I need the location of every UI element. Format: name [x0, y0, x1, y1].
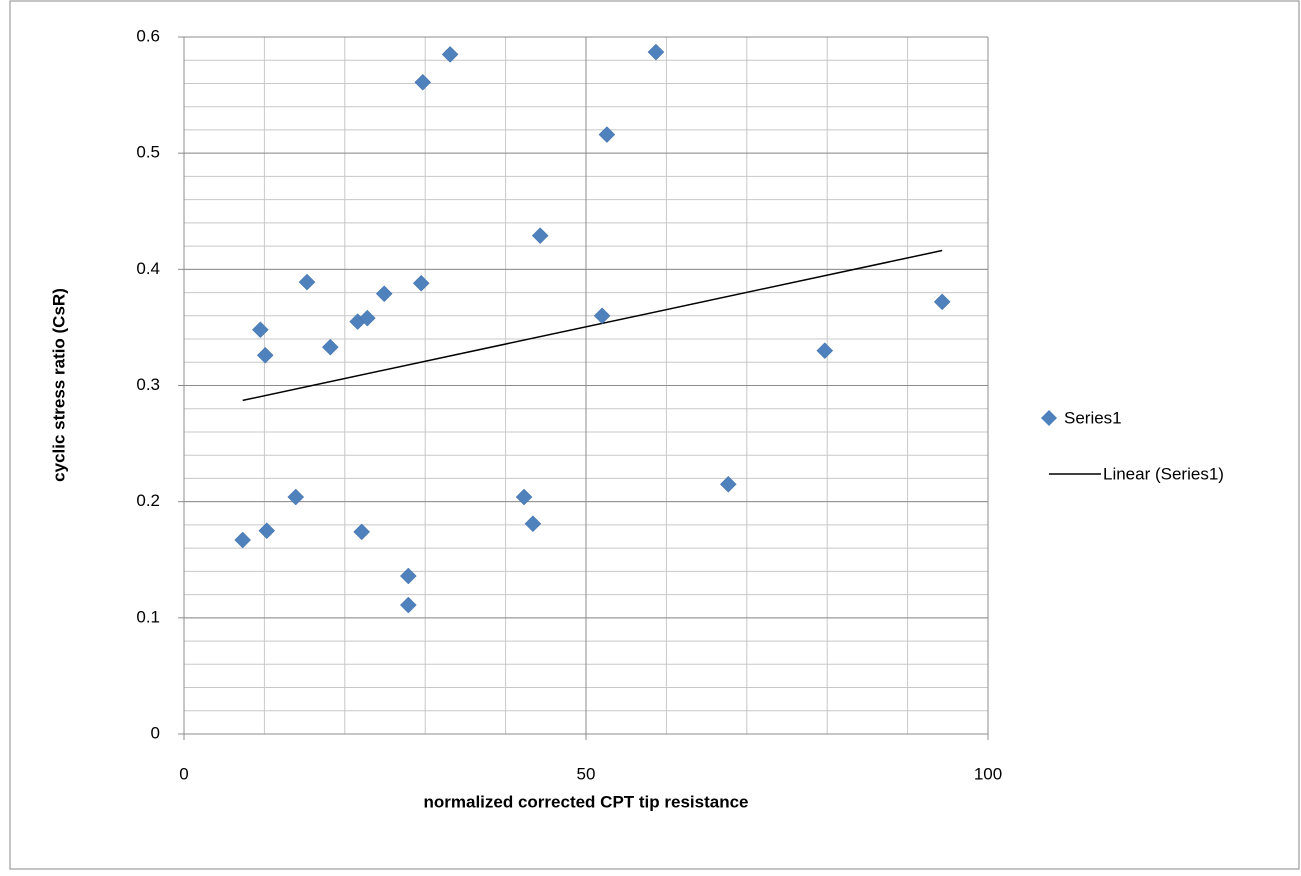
y-tick-label: 0.4 [136, 259, 160, 278]
point [441, 46, 459, 63]
point [258, 522, 276, 540]
legend-label: Linear (Series1) [1103, 464, 1224, 483]
y-tick-label: 0.1 [136, 607, 160, 626]
point [321, 338, 339, 356]
x-tick-label: 0 [179, 764, 188, 783]
point [256, 346, 274, 364]
point [524, 515, 542, 533]
legend-symbol [1041, 410, 1057, 426]
y-tick-label: 0.5 [136, 143, 160, 162]
point [414, 73, 432, 91]
y-tick-label: 0.2 [136, 491, 160, 510]
y-tick-label: 0.6 [136, 26, 160, 45]
point [816, 342, 834, 360]
grid [178, 36, 989, 740]
point [375, 285, 393, 303]
point [598, 126, 616, 143]
chart-border [9, 0, 1300, 870]
x-axis-title: normalized corrected CPT tip resistance [424, 792, 749, 811]
point [719, 475, 737, 493]
point [593, 307, 611, 325]
point [399, 596, 417, 614]
point [531, 227, 549, 244]
point [252, 321, 269, 339]
point [399, 567, 417, 585]
x-tick-label: 50 [577, 764, 596, 783]
y-tick-label: 0.3 [136, 375, 160, 394]
point [515, 488, 533, 506]
y-axis-title: cyclic stress ratio (CsR) [49, 288, 68, 482]
point [353, 523, 371, 541]
point [298, 273, 316, 291]
point [358, 309, 376, 327]
legend-label: Series1 [1064, 408, 1122, 427]
point [287, 488, 305, 506]
point [647, 43, 665, 61]
y-tick-label: 0 [151, 723, 160, 742]
point [412, 274, 430, 292]
point [234, 531, 252, 549]
point [933, 293, 951, 311]
x-tick-label: 100 [974, 764, 1002, 783]
plot [234, 43, 1101, 614]
trendline [242, 249, 943, 402]
